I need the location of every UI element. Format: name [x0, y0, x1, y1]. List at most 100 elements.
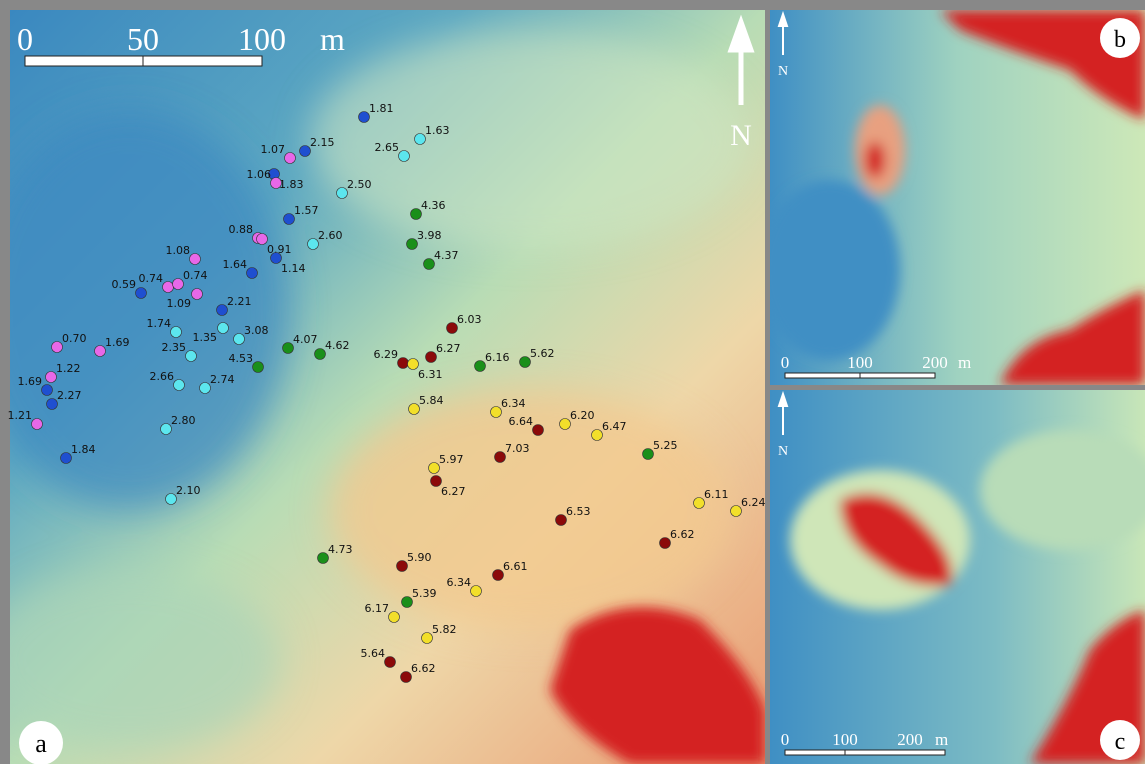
point-label: 1.06	[247, 168, 272, 181]
sample-point	[519, 356, 531, 368]
north-label: N	[778, 64, 788, 79]
point-label: 6.24	[741, 496, 766, 509]
point-label: 6.61	[503, 560, 528, 573]
sample-point	[408, 403, 420, 415]
scale-unit: m	[935, 730, 948, 749]
sample-point	[428, 462, 440, 474]
sample-point	[401, 596, 413, 608]
point-label: 6.16	[485, 351, 510, 364]
sample-point	[299, 145, 311, 157]
sample-point	[246, 267, 258, 279]
sample-point	[165, 493, 177, 505]
sample-point	[659, 537, 671, 549]
point-label: 2.65	[375, 141, 400, 154]
point-label: 1.74	[147, 317, 172, 330]
sample-point	[172, 278, 184, 290]
scale-label: 50	[127, 21, 159, 57]
sample-point	[410, 208, 422, 220]
point-label: 5.90	[407, 551, 432, 564]
sample-point	[555, 514, 567, 526]
point-label: 5.64	[361, 647, 386, 660]
point-label: 4.53	[229, 352, 254, 365]
sample-point	[532, 424, 544, 436]
panel-label: b	[1114, 27, 1126, 53]
panel-badge	[1100, 18, 1140, 58]
scale-unit: m	[320, 21, 345, 57]
sample-point	[185, 350, 197, 362]
sample-point	[173, 379, 185, 391]
sample-point	[430, 475, 442, 487]
point-label: 1.09	[167, 297, 192, 310]
point-label: 0.74	[183, 269, 208, 282]
sample-point	[233, 333, 245, 345]
point-label: 1.22	[56, 362, 81, 375]
sample-point	[559, 418, 571, 430]
sample-point	[414, 133, 426, 145]
point-label: 1.84	[71, 443, 96, 456]
sample-point	[199, 382, 211, 394]
sample-point	[45, 371, 57, 383]
sample-point	[217, 322, 229, 334]
point-label: 3.08	[244, 324, 269, 337]
panel-b: 0 100 200 m N b	[770, 10, 1145, 385]
panel-a: 0 50 100 m N a 1.81 1.63 2.65 2.15 1.07 1.83 1…	[8, 10, 766, 764]
point-label: 4.62	[325, 339, 350, 352]
sample-point	[31, 418, 43, 430]
sample-point	[406, 238, 418, 250]
point-label: 0.88	[229, 223, 254, 236]
sample-point	[446, 322, 458, 334]
north-arrow	[777, 10, 789, 55]
panel-label: c	[1115, 729, 1126, 755]
point-label: 1.69	[105, 336, 130, 349]
point-label: 6.34	[501, 397, 526, 410]
point-label: 5.39	[412, 587, 437, 600]
point-label: 4.37	[434, 249, 459, 262]
north-label: N	[778, 444, 788, 459]
point-label: 1.83	[279, 178, 304, 191]
sample-point	[284, 152, 296, 164]
sample-point	[470, 585, 482, 597]
sample-point	[270, 252, 282, 264]
point-label: 0.91	[267, 243, 292, 256]
sample-point	[317, 552, 329, 564]
scale-label: 100	[847, 353, 873, 372]
panel-label: a	[35, 729, 47, 758]
scale-label: 100	[238, 21, 286, 57]
scale-label: 0	[781, 730, 790, 749]
panel-badge	[1100, 720, 1140, 760]
scale-bar	[784, 749, 946, 756]
point-label: 2.27	[57, 389, 82, 402]
point-label: 1.69	[18, 375, 43, 388]
scale-label: 200	[897, 730, 923, 749]
sample-point	[425, 351, 437, 363]
sample-point	[283, 213, 295, 225]
point-label: 5.62	[530, 347, 555, 360]
point-label: 1.14	[281, 262, 306, 275]
point-label: 2.21	[227, 295, 252, 308]
point-label: 6.27	[436, 342, 461, 355]
point-label: 6.17	[365, 602, 390, 615]
point-label: 6.29	[374, 348, 399, 361]
sample-point	[162, 281, 174, 293]
sample-point	[388, 611, 400, 623]
panel-c: 0 100 200 m N c	[770, 390, 1145, 764]
sample-point	[384, 656, 396, 668]
scale-unit: m	[958, 353, 971, 372]
point-label: 1.21	[8, 409, 33, 422]
sample-point	[256, 233, 268, 245]
sample-point	[270, 177, 282, 189]
point-label: 5.82	[432, 623, 457, 636]
point-label: 6.64	[509, 415, 534, 428]
north-arrow	[727, 14, 755, 105]
sample-point	[730, 505, 742, 517]
point-label: 1.57	[294, 204, 319, 217]
sample-point	[216, 304, 228, 316]
point-label: 6.47	[602, 420, 627, 433]
scale-label: 0	[17, 21, 33, 57]
sample-point	[591, 429, 603, 441]
sample-point	[170, 326, 182, 338]
point-label: 1.35	[193, 331, 218, 344]
scale-label: 200	[922, 353, 948, 372]
point-label: 1.81	[369, 102, 394, 115]
